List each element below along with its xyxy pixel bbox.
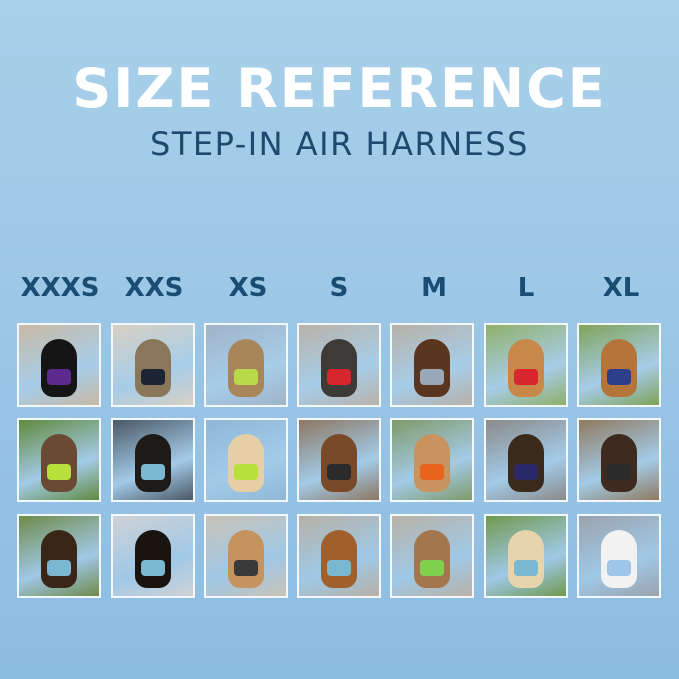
pet-image <box>601 434 637 492</box>
pet-image <box>508 530 544 588</box>
harness-image <box>514 464 538 480</box>
harness-image <box>327 464 351 480</box>
pet-image <box>41 530 77 588</box>
pet-image <box>414 339 450 397</box>
harness-image <box>327 369 351 385</box>
pet-image <box>228 339 264 397</box>
harness-image <box>327 560 351 576</box>
pet-photo-m-1 <box>390 323 474 407</box>
pet-image <box>508 434 544 492</box>
pet-photo-xl-2 <box>577 418 661 502</box>
harness-image <box>514 369 538 385</box>
size-label-s: S <box>329 273 349 303</box>
pet-image <box>321 434 357 492</box>
size-label-xxxs: XXXS <box>20 273 100 303</box>
size-label-m: M <box>421 273 447 303</box>
harness-image <box>47 560 71 576</box>
pet-photo-l-3 <box>484 514 568 598</box>
harness-image <box>420 464 444 480</box>
pet-image <box>135 530 171 588</box>
page-title: SIZE REFERENCE <box>72 57 607 120</box>
harness-image <box>234 464 258 480</box>
pet-image <box>601 339 637 397</box>
pet-photo-s-1 <box>297 323 381 407</box>
pet-photo-xl-3 <box>577 514 661 598</box>
harness-image <box>420 560 444 576</box>
pet-photo-xxs-1 <box>111 323 195 407</box>
harness-image <box>420 369 444 385</box>
harness-image <box>47 464 71 480</box>
size-label-xs: XS <box>228 273 268 303</box>
pet-photo-xxs-3 <box>111 514 195 598</box>
pet-photo-l-2 <box>484 418 568 502</box>
pet-photo-xxxs-1 <box>17 323 101 407</box>
pet-image <box>414 530 450 588</box>
harness-image <box>514 560 538 576</box>
pet-image <box>508 339 544 397</box>
pet-photo-l-1 <box>484 323 568 407</box>
harness-image <box>141 464 165 480</box>
harness-image <box>607 464 631 480</box>
pet-photo-xl-1 <box>577 323 661 407</box>
pet-image <box>414 434 450 492</box>
harness-image <box>234 369 258 385</box>
pet-photo-m-3 <box>390 514 474 598</box>
harness-image <box>141 369 165 385</box>
pet-image <box>135 339 171 397</box>
pet-photo-xs-3 <box>204 514 288 598</box>
pet-photo-xxxs-3 <box>17 514 101 598</box>
pet-image <box>228 434 264 492</box>
pet-image <box>321 339 357 397</box>
size-label-xl: XL <box>602 273 640 303</box>
pet-photo-xxxs-2 <box>17 418 101 502</box>
harness-image <box>234 560 258 576</box>
size-label-l: L <box>517 273 535 303</box>
page-subtitle: STEP-IN AIR HARNESS <box>150 125 529 163</box>
pet-image <box>321 530 357 588</box>
pet-photo-xs-2 <box>204 418 288 502</box>
harness-image <box>47 369 71 385</box>
harness-image <box>607 369 631 385</box>
pet-image <box>135 434 171 492</box>
pet-image <box>41 339 77 397</box>
pet-photo-xs-1 <box>204 323 288 407</box>
pet-image <box>228 530 264 588</box>
pet-image <box>601 530 637 588</box>
pet-photo-xxs-2 <box>111 418 195 502</box>
pet-photo-s-3 <box>297 514 381 598</box>
harness-image <box>141 560 165 576</box>
pet-photo-m-2 <box>390 418 474 502</box>
harness-image <box>607 560 631 576</box>
pet-image <box>41 434 77 492</box>
pet-photo-s-2 <box>297 418 381 502</box>
size-label-xxs: XXS <box>124 273 184 303</box>
